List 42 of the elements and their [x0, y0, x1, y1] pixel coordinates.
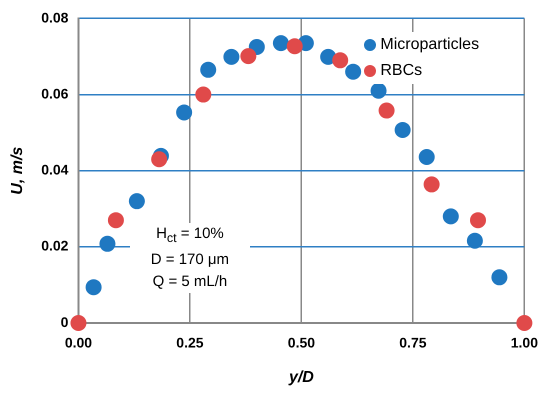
point	[108, 212, 124, 228]
point	[516, 315, 532, 331]
point	[195, 86, 212, 103]
point	[332, 52, 348, 68]
annotation: Q = 5 mL/h	[152, 272, 228, 292]
y-tick-label: 0.02	[41, 238, 69, 254]
point	[99, 236, 116, 252]
y-tick-label: 0	[60, 314, 69, 330]
x-tick-label: 0.75	[399, 334, 427, 350]
x-tick-label: 0.25	[176, 334, 204, 350]
point	[424, 176, 440, 192]
point	[86, 279, 102, 296]
point	[378, 102, 395, 119]
point	[151, 151, 168, 168]
y-tick-label: 0.08	[41, 9, 69, 26]
x-tick-label: 0.50	[288, 334, 316, 350]
point	[442, 208, 459, 224]
legend-label: RBCs	[380, 62, 422, 80]
point	[240, 48, 256, 64]
point	[70, 315, 86, 331]
point	[470, 212, 486, 228]
annotation: D = 170 μm	[150, 250, 230, 270]
point	[272, 35, 289, 52]
y-tick-label: 0.06	[41, 85, 69, 102]
point	[345, 64, 362, 80]
annotation: H$_{ct}$ = 10%	[155, 224, 225, 247]
point	[200, 62, 216, 78]
x-tick-label: 0.00	[64, 334, 92, 350]
x-tick-label: 1.00	[510, 334, 538, 350]
y-tick-label: 0.04	[41, 162, 69, 178]
point	[286, 38, 303, 54]
point	[370, 82, 387, 99]
y-axis-title: U, m/s	[9, 146, 26, 195]
point	[223, 48, 240, 65]
point	[418, 148, 435, 165]
point	[176, 104, 192, 120]
point	[128, 193, 145, 210]
point	[466, 232, 483, 249]
x-axis-title: y/D	[288, 368, 314, 386]
point	[394, 122, 411, 138]
legend-label: Microparticles	[380, 36, 480, 54]
point	[491, 269, 508, 286]
